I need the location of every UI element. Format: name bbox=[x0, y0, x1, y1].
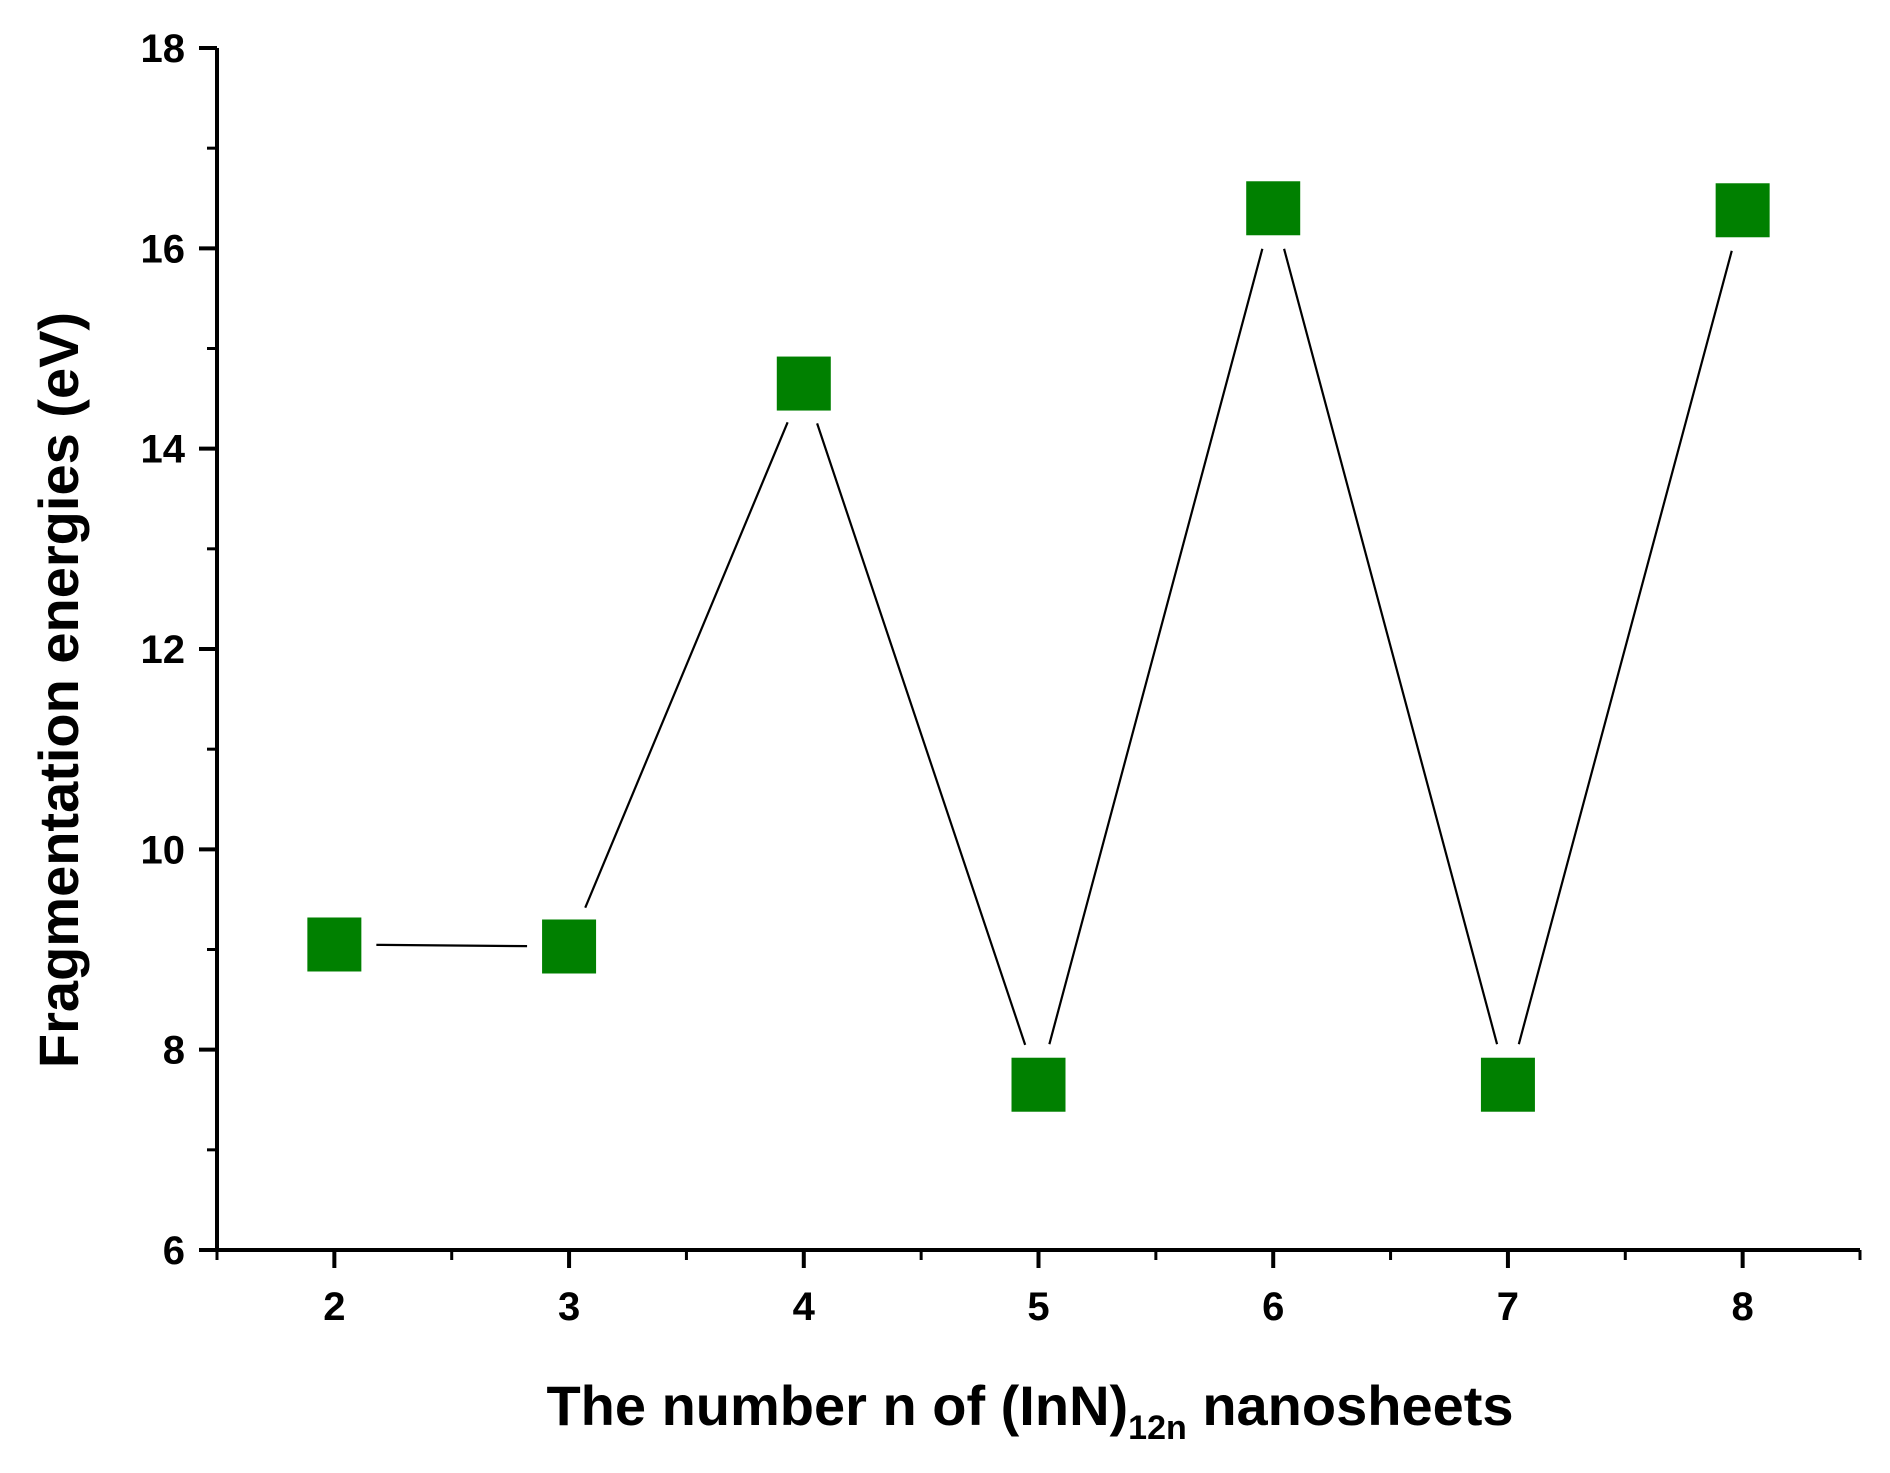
x-axis-title-main: The number n of (InN) bbox=[546, 1374, 1128, 1437]
y-tick-label: 18 bbox=[141, 27, 186, 71]
series-line-segment bbox=[376, 943, 528, 948]
x-tick-label: 8 bbox=[1732, 1285, 1754, 1329]
x-tick-label: 2 bbox=[323, 1285, 345, 1329]
y-axis-title: Fragmentation energies (eV) bbox=[27, 312, 90, 1068]
x-axis-title-suffix: nanosheets bbox=[1187, 1374, 1514, 1437]
series-line-segment bbox=[1517, 250, 1733, 1045]
data-point-marker bbox=[1715, 183, 1770, 238]
series-line-segment bbox=[584, 421, 789, 909]
x-tick-label: 4 bbox=[793, 1285, 816, 1329]
y-tick-label: 12 bbox=[141, 628, 186, 672]
series-line-segment bbox=[1048, 248, 1264, 1045]
data-point-marker bbox=[542, 919, 597, 974]
x-tick-label: 3 bbox=[558, 1285, 580, 1329]
y-tick-label: 16 bbox=[141, 227, 186, 271]
series-markers bbox=[307, 181, 1770, 1112]
x-tick-label: 7 bbox=[1497, 1285, 1519, 1329]
data-point-marker bbox=[307, 917, 362, 972]
x-axis-title: The number n of (InN)12n nanosheets bbox=[546, 1374, 1513, 1447]
y-tick-label: 6 bbox=[163, 1229, 185, 1273]
y-tick-label: 10 bbox=[141, 828, 186, 872]
series-line-segment bbox=[816, 423, 1027, 1046]
series-lines bbox=[376, 248, 1733, 1046]
data-point-marker bbox=[776, 356, 831, 411]
data-point-marker bbox=[1246, 181, 1301, 236]
x-tick-label: 6 bbox=[1262, 1285, 1284, 1329]
x-tick-label: 5 bbox=[1027, 1285, 1049, 1329]
x-axis-title-subscript: 12n bbox=[1128, 1409, 1187, 1447]
y-tick-label: 14 bbox=[141, 428, 186, 472]
ticks: 6 8 10 12 14 16 18 2 3 4 5 6 7 8 bbox=[141, 27, 1862, 1329]
data-point-marker bbox=[1011, 1057, 1066, 1112]
series-line-segment bbox=[1283, 248, 1499, 1045]
y-tick-label: 8 bbox=[163, 1029, 185, 1073]
data-point-marker bbox=[1480, 1057, 1535, 1112]
